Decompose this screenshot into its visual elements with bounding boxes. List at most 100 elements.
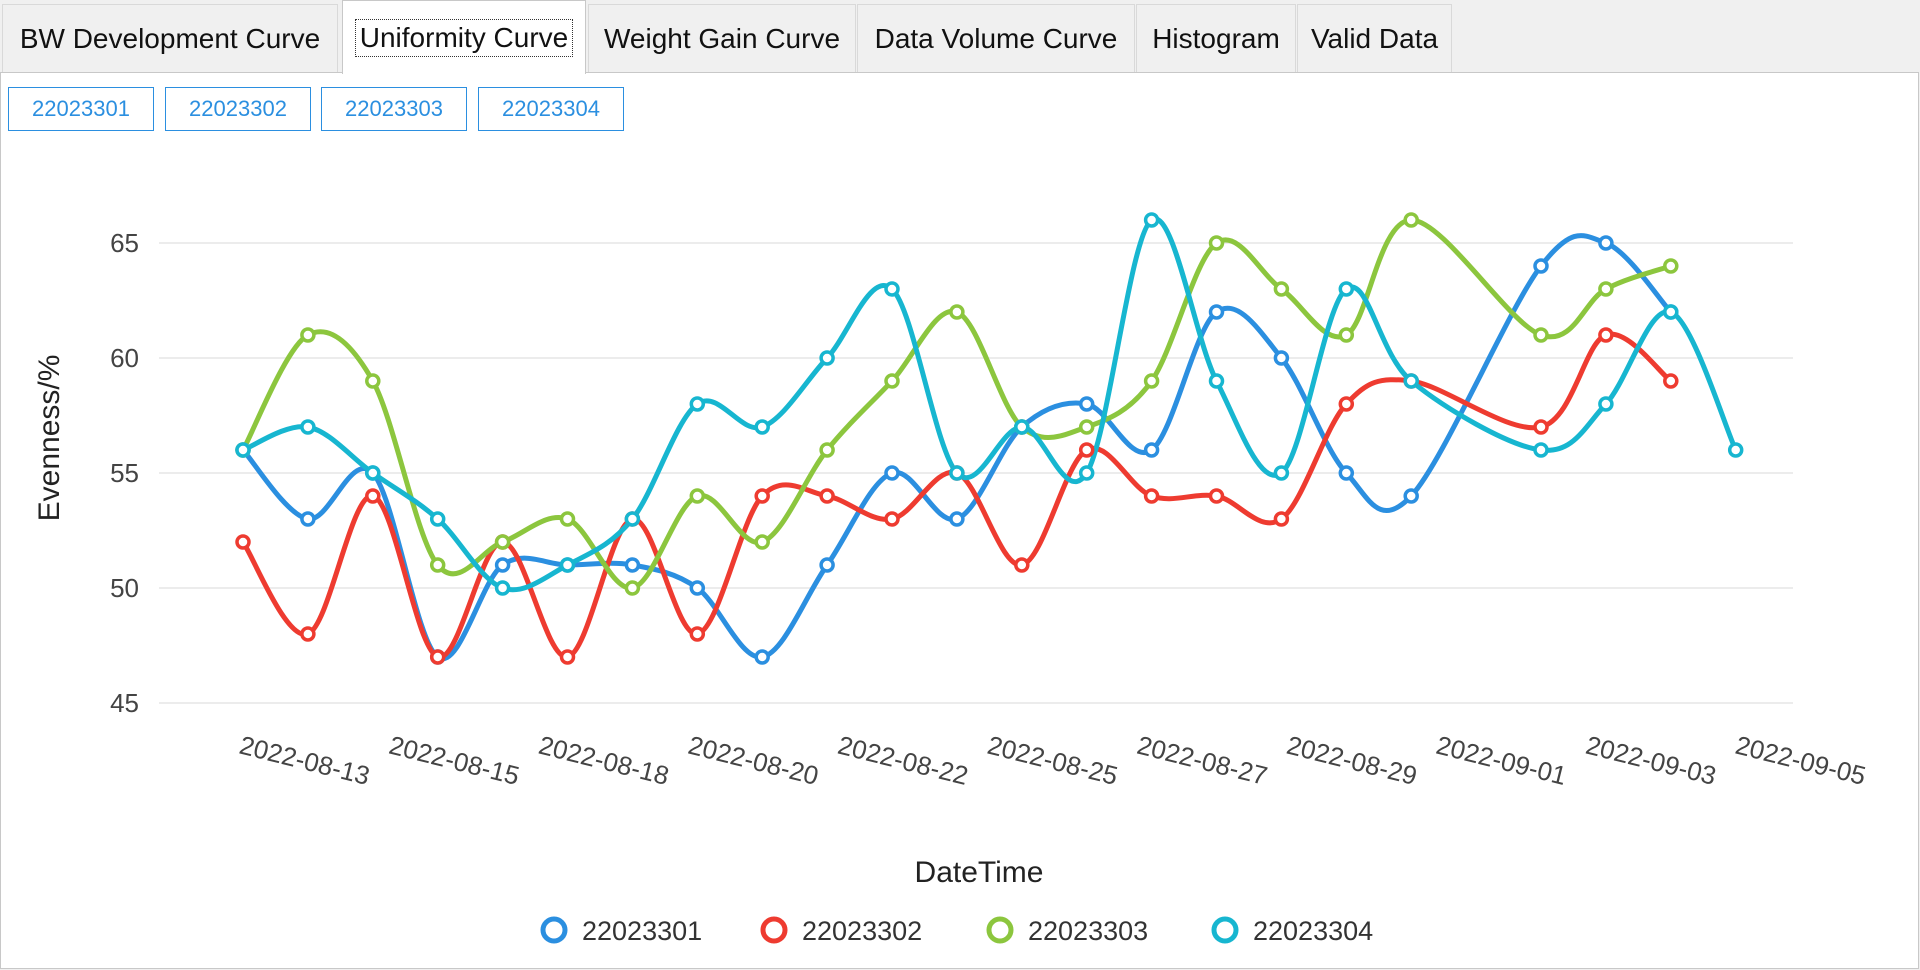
data-point-22023303[interactable] — [559, 511, 576, 527]
data-point-22023302[interactable] — [1014, 557, 1030, 573]
data-point-22023301[interactable] — [1338, 465, 1355, 481]
data-point-22023301[interactable] — [1403, 488, 1419, 504]
data-point-22023302[interactable] — [1663, 373, 1679, 389]
data-point-22023301[interactable] — [754, 649, 770, 665]
data-point-22023303[interactable] — [1403, 212, 1419, 228]
legend-marker-22023303[interactable] — [986, 916, 1014, 944]
data-point-22023302[interactable] — [1338, 396, 1355, 412]
x-tick-label: 2022-08-20 — [685, 730, 821, 791]
data-point-22023304[interactable] — [235, 442, 251, 458]
data-point-22023302[interactable] — [300, 626, 316, 642]
tab-bw-development-curve[interactable]: BW Development Curve — [2, 4, 338, 72]
data-point-22023303[interactable] — [494, 534, 511, 550]
data-point-22023301[interactable] — [1208, 304, 1225, 320]
tab-label: BW Development Curve — [19, 22, 321, 54]
data-point-22023301[interactable] — [949, 511, 965, 527]
data-point-22023304[interactable] — [1663, 304, 1679, 320]
data-point-22023304[interactable] — [754, 419, 770, 435]
series-button-22023302[interactable]: 22023302 — [165, 87, 311, 131]
data-point-22023304[interactable] — [1338, 281, 1355, 297]
series-button-22023304[interactable]: 22023304 — [478, 87, 624, 131]
data-point-22023303[interactable] — [365, 373, 381, 389]
tab-weight-gain-curve[interactable]: Weight Gain Curve — [588, 4, 856, 72]
data-point-22023304[interactable] — [1208, 373, 1225, 389]
data-point-22023302[interactable] — [235, 534, 251, 550]
data-point-22023303[interactable] — [624, 580, 641, 596]
data-point-22023301[interactable] — [819, 557, 835, 573]
data-point-22023303[interactable] — [1598, 281, 1614, 297]
data-point-22023304[interactable] — [1014, 419, 1030, 435]
legend-marker-22023304[interactable] — [1211, 916, 1239, 944]
legend-label-22023301[interactable]: 22023301 — [582, 916, 702, 946]
data-point-22023303[interactable] — [1143, 373, 1160, 389]
data-point-22023303[interactable] — [1533, 327, 1549, 343]
data-point-22023302[interactable] — [365, 488, 381, 504]
data-point-22023301[interactable] — [624, 557, 641, 573]
data-point-22023302[interactable] — [819, 488, 835, 504]
data-point-22023303[interactable] — [754, 534, 770, 550]
data-point-22023304[interactable] — [1727, 442, 1744, 458]
data-point-22023304[interactable] — [819, 350, 835, 366]
data-point-22023301[interactable] — [494, 557, 511, 573]
data-point-22023303[interactable] — [429, 557, 446, 573]
tab-uniformity-curve[interactable]: Uniformity Curve — [342, 0, 586, 74]
data-point-22023303[interactable] — [949, 304, 965, 320]
data-point-22023304[interactable] — [300, 419, 316, 435]
tab-valid-data[interactable]: Valid Data — [1297, 4, 1452, 72]
data-point-22023304[interactable] — [624, 511, 641, 527]
tab-histogram[interactable]: Histogram — [1136, 4, 1296, 72]
data-point-22023302[interactable] — [429, 649, 446, 665]
data-point-22023303[interactable] — [1078, 419, 1095, 435]
data-point-22023303[interactable] — [689, 488, 706, 504]
data-point-22023301[interactable] — [884, 465, 900, 481]
data-point-22023302[interactable] — [1273, 511, 1290, 527]
data-point-22023304[interactable] — [1533, 442, 1549, 458]
data-point-22023304[interactable] — [429, 511, 446, 527]
data-point-22023302[interactable] — [1533, 419, 1549, 435]
data-point-22023303[interactable] — [300, 327, 316, 343]
data-point-22023304[interactable] — [1403, 373, 1419, 389]
data-point-22023304[interactable] — [1273, 465, 1290, 481]
legend-marker-22023302[interactable] — [760, 916, 788, 944]
legend-label-22023302[interactable]: 22023302 — [802, 916, 922, 946]
data-point-22023304[interactable] — [494, 580, 511, 596]
series-button-22023301[interactable]: 22023301 — [8, 87, 154, 131]
data-point-22023302[interactable] — [884, 511, 900, 527]
data-point-22023304[interactable] — [1598, 396, 1614, 412]
data-point-22023303[interactable] — [1273, 281, 1290, 297]
data-point-22023304[interactable] — [949, 465, 965, 481]
data-point-22023302[interactable] — [1143, 488, 1160, 504]
data-point-22023302[interactable] — [1598, 327, 1614, 343]
data-point-22023304[interactable] — [559, 557, 576, 573]
data-point-22023304[interactable] — [884, 281, 900, 297]
data-point-22023301[interactable] — [1533, 258, 1549, 274]
data-point-22023302[interactable] — [559, 649, 576, 665]
data-point-22023301[interactable] — [1078, 396, 1095, 412]
data-point-22023302[interactable] — [1078, 442, 1095, 458]
x-tick-label: 2022-08-15 — [386, 730, 522, 791]
data-point-22023301[interactable] — [689, 580, 706, 596]
data-point-22023301[interactable] — [1273, 350, 1290, 366]
legend-marker-22023301[interactable] — [540, 916, 568, 944]
series-lines — [240, 216, 1738, 662]
data-point-22023304[interactable] — [365, 465, 381, 481]
data-point-22023303[interactable] — [1663, 258, 1679, 274]
tab-data-volume-curve[interactable]: Data Volume Curve — [857, 4, 1135, 72]
data-point-22023301[interactable] — [300, 511, 316, 527]
data-point-22023302[interactable] — [1208, 488, 1225, 504]
data-point-22023304[interactable] — [689, 396, 706, 412]
data-point-22023303[interactable] — [819, 442, 835, 458]
series-button-22023303[interactable]: 22023303 — [321, 87, 467, 131]
legend-label-22023303[interactable]: 22023303 — [1028, 916, 1148, 946]
data-point-22023302[interactable] — [689, 626, 706, 642]
data-point-22023303[interactable] — [884, 373, 900, 389]
data-point-22023304[interactable] — [1078, 465, 1095, 481]
data-point-22023301[interactable] — [1143, 442, 1160, 458]
data-point-22023304[interactable] — [1143, 212, 1160, 228]
data-point-22023301[interactable] — [1598, 235, 1614, 251]
data-point-22023303[interactable] — [1208, 235, 1225, 251]
tab-label: Uniformity Curve — [354, 18, 574, 57]
data-point-22023302[interactable] — [754, 488, 770, 504]
data-point-22023303[interactable] — [1338, 327, 1355, 343]
legend-label-22023304[interactable]: 22023304 — [1253, 916, 1373, 946]
